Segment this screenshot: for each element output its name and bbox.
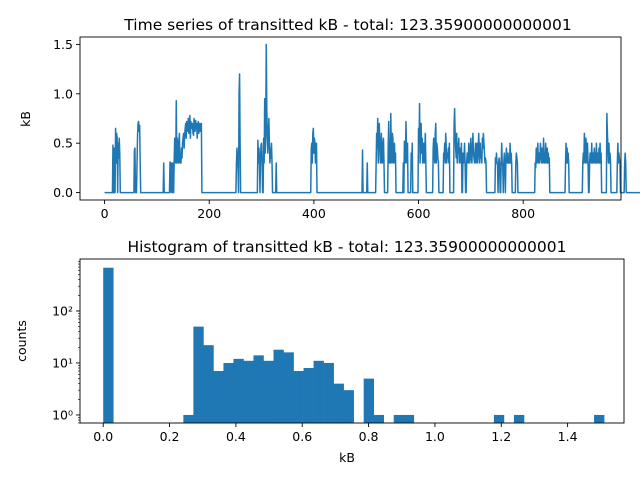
histogram-bar — [363, 378, 374, 423]
time-series-x-tick-label: 800 — [511, 206, 535, 221]
time-series-frame — [79, 36, 622, 201]
histogram-bar — [273, 349, 284, 423]
histogram-bar — [203, 345, 214, 423]
histogram-x-tick-label: 0.0 — [93, 429, 113, 444]
histogram-y-tick-label: 10¹ — [52, 355, 73, 370]
histogram-chart: Histogram of transitted kB - total: 123.… — [14, 238, 625, 465]
histogram-axes: 0.0 0.2 0.4 0.6 0.8 1.0 1.2 1.4 10⁰ 10¹ 10² — [52, 261, 578, 444]
histogram-bar — [193, 326, 204, 423]
histogram-x-tick-label: 0.4 — [226, 429, 246, 444]
histogram-bar — [313, 360, 324, 423]
time-series-y-axis-label: kB — [18, 111, 33, 127]
histogram-bar — [493, 414, 505, 423]
histogram-bar — [343, 390, 354, 423]
histogram-x-tick-label: 0.8 — [359, 429, 379, 444]
histogram-bar — [594, 414, 605, 423]
time-series-y-tick-label: 1.0 — [53, 86, 73, 101]
histogram-bar — [233, 358, 244, 423]
histogram-bar — [243, 360, 254, 423]
histogram-bar — [183, 414, 194, 423]
time-series-y-tick-label: 0.5 — [53, 136, 73, 151]
histogram-y-tick-label: 10² — [52, 303, 73, 318]
histogram-y-tick-label: 10⁰ — [52, 407, 73, 422]
histogram-bar — [103, 267, 114, 423]
histogram-bar — [213, 371, 224, 423]
histogram-title: Histogram of transitted kB - total: 123.… — [127, 238, 566, 256]
time-series-x-tick-label: 0 — [101, 206, 109, 221]
histogram-x-tick-label: 1.2 — [491, 429, 511, 444]
time-series-title: Time series of transitted kB - total: 12… — [123, 16, 571, 34]
histogram-y-axis-label: counts — [14, 320, 29, 362]
histogram-bar — [323, 362, 334, 423]
histogram-bar — [403, 414, 415, 423]
time-series-y-tick-label: 1.5 — [53, 37, 73, 52]
histogram-bar — [373, 414, 385, 423]
histogram-x-tick-label: 0.2 — [160, 429, 180, 444]
histogram-bar — [283, 352, 294, 423]
histogram-bar — [513, 414, 525, 423]
histogram-bar — [263, 360, 274, 423]
time-series-y-tick-label: 0.0 — [53, 185, 73, 200]
time-series-x-tick-label: 600 — [407, 206, 431, 221]
histogram-bar — [253, 355, 264, 423]
histogram-bar — [393, 414, 405, 423]
time-series-x-tick-label: 200 — [197, 206, 221, 221]
time-series-line — [104, 43, 640, 194]
histogram-bar — [223, 362, 234, 423]
histogram-x-tick-label: 1.4 — [558, 429, 578, 444]
histogram-bar — [293, 371, 304, 423]
histogram-x-tick-label: 1.0 — [425, 429, 445, 444]
histogram-bars — [103, 267, 605, 423]
histogram-x-axis-label: kB — [339, 450, 355, 465]
time-series-axes: 0 200 400 600 800 0.0 0.5 1.0 1.5 — [53, 37, 535, 221]
histogram-bar — [303, 368, 314, 423]
histogram-frame — [79, 258, 625, 424]
histogram-bar — [333, 383, 344, 423]
histogram-x-tick-label: 0.6 — [292, 429, 312, 444]
time-series-chart: Time series of transitted kB - total: 12… — [18, 16, 640, 221]
time-series-x-tick-label: 400 — [302, 206, 326, 221]
